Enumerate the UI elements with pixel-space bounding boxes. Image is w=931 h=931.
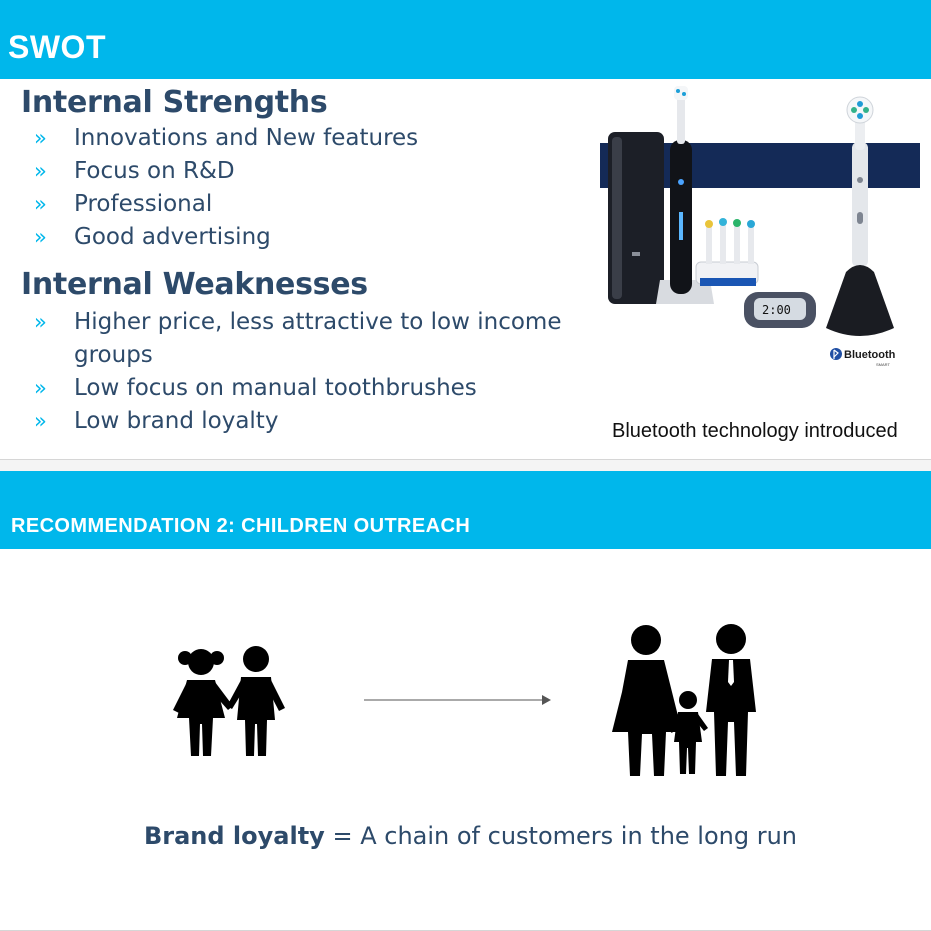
strengths-heading: Internal Strengths xyxy=(21,85,328,120)
bluetooth-logo-subtext: SMART xyxy=(876,362,890,367)
list-item: » Higher price, less attractive to low in… xyxy=(34,306,574,372)
list-item: » Good advertising xyxy=(34,221,594,254)
bullet-icon: » xyxy=(34,192,47,216)
bullet-icon: » xyxy=(34,225,47,249)
timer-readout: 2:00 xyxy=(762,303,791,317)
statement-rest: = A chain of customers in the long run xyxy=(324,822,798,850)
arrow-right-icon xyxy=(364,695,551,705)
weaknesses-heading: Internal Weaknesses xyxy=(21,267,368,302)
slide-header-banner: SWOT xyxy=(0,0,931,79)
charger-base xyxy=(826,265,894,336)
large-toothbrush-neck xyxy=(852,142,868,267)
bullet-icon: » xyxy=(34,310,47,334)
slide-header-banner: RECOMMENDATION 2: CHILDREN OUTREACH xyxy=(0,471,931,549)
bullet-icon: » xyxy=(34,126,47,150)
weaknesses-list: » Higher price, less attractive to low in… xyxy=(34,306,574,438)
family-icon xyxy=(612,624,756,776)
bullet-icon: » xyxy=(34,376,47,400)
brush-head xyxy=(846,96,874,124)
strengths-list: » Innovations and New features » Focus on … xyxy=(34,122,594,254)
list-item: » Low brand loyalty xyxy=(34,405,574,438)
children-icon xyxy=(173,646,285,756)
slide-gap xyxy=(0,460,931,471)
bullet-icon: » xyxy=(34,159,47,183)
brand-loyalty-statement: Brand loyalty = A chain of customers in … xyxy=(0,822,931,850)
list-item: » Professional xyxy=(34,188,594,221)
bluetooth-icon xyxy=(830,348,842,360)
list-item: » Innovations and New features xyxy=(34,122,594,155)
bullet-icon: » xyxy=(34,409,47,433)
statement-bold-term: Brand loyalty xyxy=(143,822,325,850)
list-item: » Focus on R&D xyxy=(34,155,594,188)
slide-title: SWOT xyxy=(8,29,106,65)
electric-toothbrush-product-image: 2:00 Bluetooth SMART xyxy=(600,86,920,367)
bluetooth-logo-text: Bluetooth xyxy=(844,349,896,361)
recommendation-slide: RECOMMENDATION 2: CHILDREN OUTREACH xyxy=(0,471,931,931)
list-item: » Low focus on manual toothbrushes xyxy=(34,372,574,405)
swot-slide: SWOT Internal Strengths » Innovations and… xyxy=(0,0,931,460)
slide-title: RECOMMENDATION 2: CHILDREN OUTREACH xyxy=(11,515,471,537)
image-caption: Bluetooth technology introduced xyxy=(612,420,898,442)
